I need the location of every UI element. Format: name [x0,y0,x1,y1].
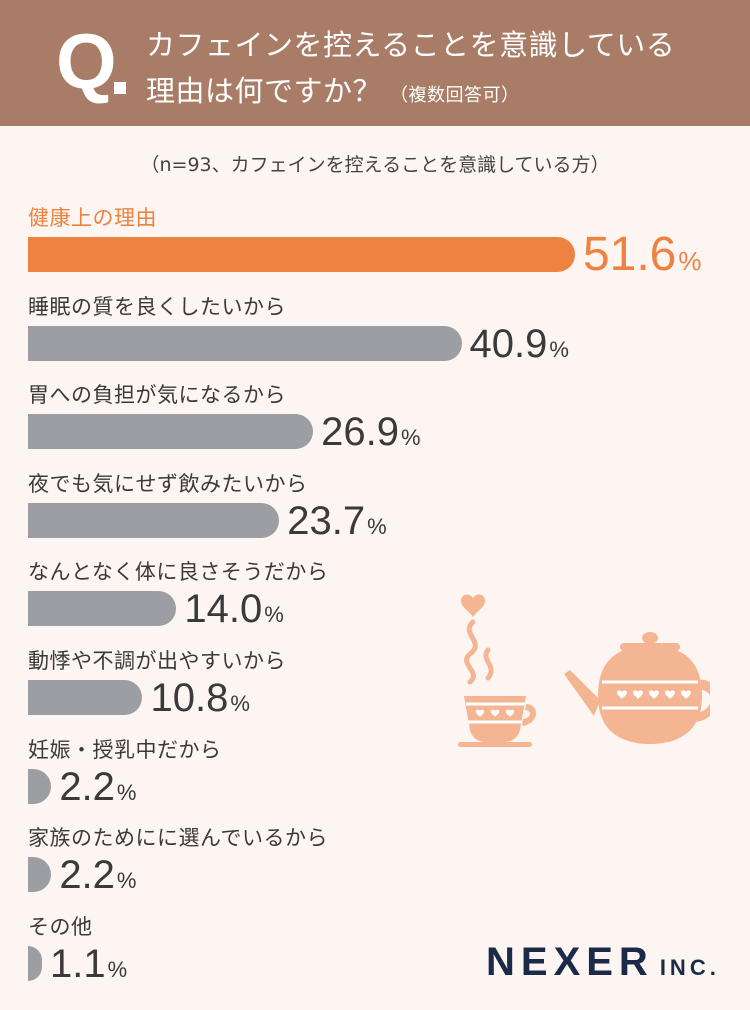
category-label: なんとなく体に良さそうだから [28,560,329,585]
category-label: その他 [28,914,93,939]
value-number: 40.9 [469,321,548,366]
bar [28,857,52,893]
bar [28,414,314,450]
category-label: 動悸や不調が出やすいから [28,649,286,673]
value-number: 1.1 [50,941,106,986]
value-number: 10.8 [150,676,229,720]
teapot-and-cup-with-heart-steam-icon [458,594,710,747]
value-label: 10.8% [150,676,249,721]
question-mark: Q [56,17,117,105]
question-title-line-1: カフェインを控えることを意識している [146,28,676,62]
value-number: 14.0 [184,587,263,632]
value-label: 1.1% [50,942,127,987]
percent-unit: % [400,425,421,451]
bar [28,502,280,538]
brand-suffix: INC. [659,955,720,980]
value-label: 26.9% [321,410,420,455]
multiple-answer-note: （複数回答可） [390,85,520,106]
category-label: 家族のためにに選んでいるから [28,826,328,851]
bar [28,945,42,981]
value-number: 23.7 [287,498,366,543]
value-label: 23.7% [287,499,386,544]
value-label: 40.9% [470,322,569,367]
category-label: 健康上の理由 [28,206,157,230]
bar [28,591,177,627]
percent-unit: % [107,956,128,982]
percent-unit: % [678,246,702,276]
bar [28,768,52,804]
category-label: 睡眠の質を良くしたいから [28,294,286,319]
value-number: 51.6 [582,228,677,281]
value-number: 26.9 [321,410,399,455]
percent-unit: % [116,779,137,805]
bar [28,680,143,715]
brand-name: NEXER [486,940,654,984]
category-label: 妊娠・授乳中だから [28,737,222,762]
percent-unit: % [549,336,569,362]
bar [28,237,575,272]
value-label: 14.0% [184,587,283,632]
question-dot [114,82,126,94]
value-number: 2.2 [59,764,115,809]
percent-unit: % [367,513,387,539]
value-number: 2.2 [59,853,115,898]
question-header: Q カフェインを控えることを意識している 理由は何ですか？ （複数回答可） [0,0,750,126]
value-label: 2.2% [59,765,136,810]
category-label: 胃への負担が気になるから [28,383,286,408]
bar [28,325,462,361]
sample-size-note: （n=93、カフェインを控えることを意識している方） [140,154,610,176]
nexer-logo: NEXER INC. [486,940,720,985]
value-label: 2.2% [59,853,136,898]
category-label: 夜でも気にせず飲みたいから [28,471,308,496]
percent-unit: % [264,602,284,628]
percent-unit: % [230,691,250,716]
question-title-text: 理由は何ですか？ [146,74,383,108]
percent-unit: % [116,868,137,894]
value-label: 51.6% [583,227,702,282]
question-title-line-2: 理由は何ですか？ （複数回答可） [146,68,520,110]
